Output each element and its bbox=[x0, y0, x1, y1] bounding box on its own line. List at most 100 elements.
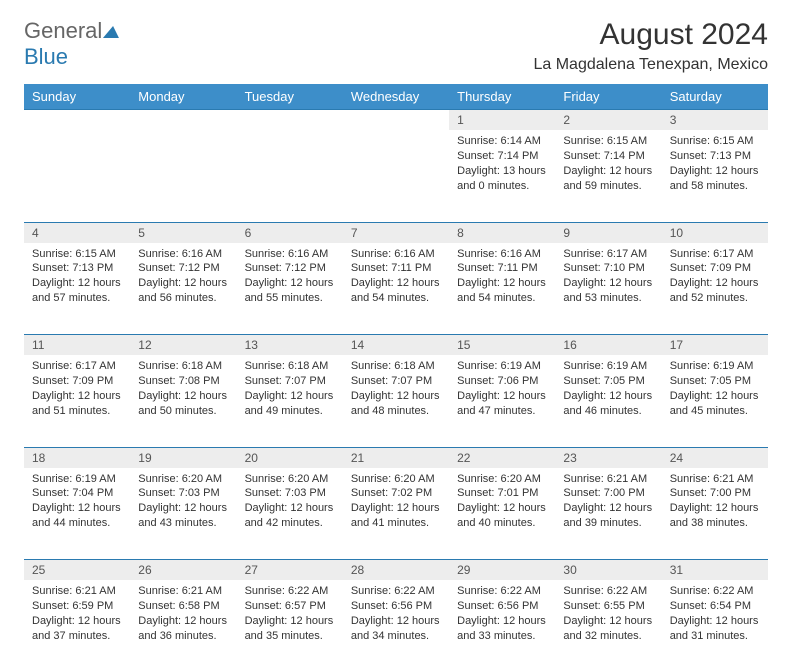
sunset-text: Sunset: 7:12 PM bbox=[138, 261, 228, 276]
day-detail-cell: Sunrise: 6:22 AMSunset: 6:54 PMDaylight:… bbox=[662, 580, 768, 672]
daylight-text: Daylight: 12 hours and 45 minutes. bbox=[670, 389, 760, 419]
daylight-text: Daylight: 12 hours and 58 minutes. bbox=[670, 164, 760, 194]
sunrise-text: Sunrise: 6:14 AM bbox=[457, 134, 547, 149]
sunset-text: Sunset: 7:14 PM bbox=[563, 149, 653, 164]
sunset-text: Sunset: 7:03 PM bbox=[138, 486, 228, 501]
day-detail-cell: Sunrise: 6:18 AMSunset: 7:07 PMDaylight:… bbox=[237, 355, 343, 447]
day-detail-cell: Sunrise: 6:19 AMSunset: 7:04 PMDaylight:… bbox=[24, 468, 130, 560]
day-detail-cell: Sunrise: 6:16 AMSunset: 7:12 PMDaylight:… bbox=[130, 243, 236, 335]
daylight-text: Daylight: 13 hours and 0 minutes. bbox=[457, 164, 547, 194]
day-number-row: 25262728293031 bbox=[24, 560, 768, 581]
daylight-text: Daylight: 12 hours and 54 minutes. bbox=[457, 276, 547, 306]
daylight-text: Daylight: 12 hours and 34 minutes. bbox=[351, 614, 441, 644]
sunrise-text: Sunrise: 6:17 AM bbox=[563, 247, 653, 262]
day-number-cell: 19 bbox=[130, 447, 236, 468]
sunrise-text: Sunrise: 6:18 AM bbox=[138, 359, 228, 374]
day-detail-cell bbox=[24, 130, 130, 222]
day-detail-row: Sunrise: 6:17 AMSunset: 7:09 PMDaylight:… bbox=[24, 355, 768, 447]
daylight-text: Daylight: 12 hours and 36 minutes. bbox=[138, 614, 228, 644]
logo-text-blue: Blue bbox=[24, 44, 68, 69]
day-detail-cell: Sunrise: 6:20 AMSunset: 7:03 PMDaylight:… bbox=[130, 468, 236, 560]
day-number-cell: 20 bbox=[237, 447, 343, 468]
day-detail-cell: Sunrise: 6:22 AMSunset: 6:55 PMDaylight:… bbox=[555, 580, 661, 672]
daylight-text: Daylight: 12 hours and 44 minutes. bbox=[32, 501, 122, 531]
day-number-cell: 17 bbox=[662, 335, 768, 356]
sunrise-text: Sunrise: 6:15 AM bbox=[563, 134, 653, 149]
daylight-text: Daylight: 12 hours and 55 minutes. bbox=[245, 276, 335, 306]
day-number-cell: 8 bbox=[449, 222, 555, 243]
sunrise-text: Sunrise: 6:21 AM bbox=[32, 584, 122, 599]
day-number-cell: 27 bbox=[237, 560, 343, 581]
day-detail-cell bbox=[343, 130, 449, 222]
day-number-cell bbox=[130, 110, 236, 131]
sunset-text: Sunset: 7:08 PM bbox=[138, 374, 228, 389]
day-detail-cell: Sunrise: 6:21 AMSunset: 6:58 PMDaylight:… bbox=[130, 580, 236, 672]
day-detail-cell: Sunrise: 6:15 AMSunset: 7:13 PMDaylight:… bbox=[24, 243, 130, 335]
sunrise-text: Sunrise: 6:20 AM bbox=[457, 472, 547, 487]
calendar-body: 123Sunrise: 6:14 AMSunset: 7:14 PMDaylig… bbox=[24, 110, 768, 672]
sunrise-text: Sunrise: 6:20 AM bbox=[138, 472, 228, 487]
day-detail-row: Sunrise: 6:21 AMSunset: 6:59 PMDaylight:… bbox=[24, 580, 768, 672]
day-number-cell: 23 bbox=[555, 447, 661, 468]
sunrise-text: Sunrise: 6:16 AM bbox=[245, 247, 335, 262]
sunset-text: Sunset: 7:01 PM bbox=[457, 486, 547, 501]
sunrise-text: Sunrise: 6:21 AM bbox=[138, 584, 228, 599]
day-number-cell: 14 bbox=[343, 335, 449, 356]
day-detail-cell: Sunrise: 6:18 AMSunset: 7:07 PMDaylight:… bbox=[343, 355, 449, 447]
day-detail-cell: Sunrise: 6:17 AMSunset: 7:09 PMDaylight:… bbox=[662, 243, 768, 335]
daylight-text: Daylight: 12 hours and 37 minutes. bbox=[32, 614, 122, 644]
day-number-cell bbox=[343, 110, 449, 131]
daylight-text: Daylight: 12 hours and 47 minutes. bbox=[457, 389, 547, 419]
sunset-text: Sunset: 6:58 PM bbox=[138, 599, 228, 614]
day-detail-cell: Sunrise: 6:15 AMSunset: 7:14 PMDaylight:… bbox=[555, 130, 661, 222]
day-number-cell: 29 bbox=[449, 560, 555, 581]
day-detail-cell: Sunrise: 6:15 AMSunset: 7:13 PMDaylight:… bbox=[662, 130, 768, 222]
sunset-text: Sunset: 7:09 PM bbox=[32, 374, 122, 389]
sunrise-text: Sunrise: 6:19 AM bbox=[32, 472, 122, 487]
day-number-cell: 1 bbox=[449, 110, 555, 131]
day-number-cell: 13 bbox=[237, 335, 343, 356]
day-number-cell: 15 bbox=[449, 335, 555, 356]
sunset-text: Sunset: 6:56 PM bbox=[351, 599, 441, 614]
location-label: La Magdalena Tenexpan, Mexico bbox=[533, 56, 768, 74]
title-block: August 2024 La Magdalena Tenexpan, Mexic… bbox=[533, 18, 768, 74]
sunset-text: Sunset: 6:55 PM bbox=[563, 599, 653, 614]
sunrise-text: Sunrise: 6:20 AM bbox=[245, 472, 335, 487]
header: GeneralBlue August 2024 La Magdalena Ten… bbox=[24, 18, 768, 74]
day-number-cell: 12 bbox=[130, 335, 236, 356]
sunset-text: Sunset: 7:14 PM bbox=[457, 149, 547, 164]
day-number-cell: 28 bbox=[343, 560, 449, 581]
month-title: August 2024 bbox=[533, 18, 768, 52]
sunrise-text: Sunrise: 6:15 AM bbox=[670, 134, 760, 149]
day-detail-cell: Sunrise: 6:21 AMSunset: 7:00 PMDaylight:… bbox=[555, 468, 661, 560]
calendar-header-row: Sunday Monday Tuesday Wednesday Thursday… bbox=[24, 84, 768, 110]
day-header: Thursday bbox=[449, 84, 555, 110]
sunset-text: Sunset: 7:07 PM bbox=[351, 374, 441, 389]
daylight-text: Daylight: 12 hours and 43 minutes. bbox=[138, 501, 228, 531]
sunrise-text: Sunrise: 6:22 AM bbox=[563, 584, 653, 599]
daylight-text: Daylight: 12 hours and 56 minutes. bbox=[138, 276, 228, 306]
day-detail-cell bbox=[237, 130, 343, 222]
sunrise-text: Sunrise: 6:22 AM bbox=[670, 584, 760, 599]
day-number-cell bbox=[24, 110, 130, 131]
day-detail-cell: Sunrise: 6:16 AMSunset: 7:12 PMDaylight:… bbox=[237, 243, 343, 335]
sunset-text: Sunset: 7:11 PM bbox=[457, 261, 547, 276]
day-number-cell: 11 bbox=[24, 335, 130, 356]
sunrise-text: Sunrise: 6:22 AM bbox=[351, 584, 441, 599]
day-header: Tuesday bbox=[237, 84, 343, 110]
daylight-text: Daylight: 12 hours and 39 minutes. bbox=[563, 501, 653, 531]
day-number-row: 45678910 bbox=[24, 222, 768, 243]
daylight-text: Daylight: 12 hours and 40 minutes. bbox=[457, 501, 547, 531]
daylight-text: Daylight: 12 hours and 31 minutes. bbox=[670, 614, 760, 644]
day-number-cell: 18 bbox=[24, 447, 130, 468]
day-number-row: 11121314151617 bbox=[24, 335, 768, 356]
sunset-text: Sunset: 6:54 PM bbox=[670, 599, 760, 614]
sunrise-text: Sunrise: 6:19 AM bbox=[670, 359, 760, 374]
daylight-text: Daylight: 12 hours and 42 minutes. bbox=[245, 501, 335, 531]
logo: GeneralBlue bbox=[24, 18, 122, 70]
logo-triangle-icon bbox=[103, 26, 121, 38]
day-detail-cell: Sunrise: 6:21 AMSunset: 7:00 PMDaylight:… bbox=[662, 468, 768, 560]
day-detail-cell: Sunrise: 6:14 AMSunset: 7:14 PMDaylight:… bbox=[449, 130, 555, 222]
day-detail-cell: Sunrise: 6:19 AMSunset: 7:05 PMDaylight:… bbox=[662, 355, 768, 447]
day-detail-cell: Sunrise: 6:19 AMSunset: 7:06 PMDaylight:… bbox=[449, 355, 555, 447]
